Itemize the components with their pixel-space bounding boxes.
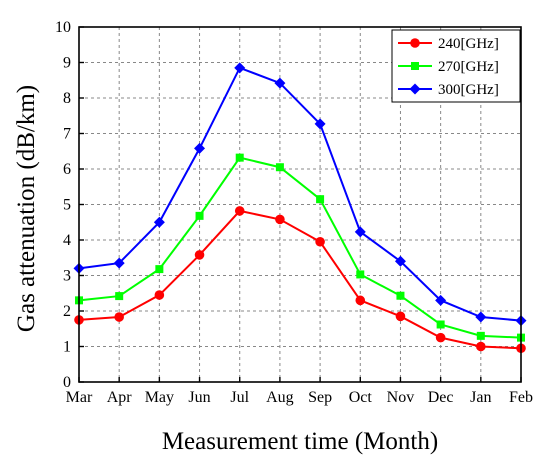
data-point — [395, 311, 406, 322]
data-point — [274, 77, 286, 89]
data-point — [354, 226, 366, 238]
x-tick-label: May — [145, 389, 174, 406]
data-point — [356, 270, 365, 279]
x-tick-label: Apr — [107, 389, 133, 406]
x-tick-label: Feb — [509, 389, 533, 406]
series-layer — [73, 62, 527, 354]
data-point — [355, 295, 366, 306]
y-tick-label: 10 — [55, 19, 71, 36]
data-point — [314, 118, 326, 130]
x-tick-label: Jul — [230, 389, 249, 406]
series-line — [78, 66, 522, 322]
legend: 240[GHz] 270[GHz] 300[GHz] — [391, 29, 521, 103]
legend-entry: 240[GHz] — [398, 36, 499, 52]
y-tick-label: 8 — [63, 90, 71, 107]
x-tick-label: Sep — [308, 389, 332, 406]
y-tick-label: 6 — [63, 161, 71, 178]
data-point — [234, 206, 245, 216]
data-point — [316, 195, 325, 204]
data-point — [396, 291, 405, 300]
x-tick-label: Dec — [428, 389, 454, 406]
y-tick-label: 3 — [63, 268, 71, 285]
legend-marker — [411, 62, 419, 70]
data-point — [154, 290, 165, 300]
data-point — [115, 292, 124, 301]
data-point — [475, 311, 487, 323]
series-line — [78, 209, 522, 350]
y-axis-title: Gas attenuation (dB/km) — [13, 85, 40, 332]
legend-marker — [409, 83, 421, 95]
legend-entry: 300[GHz] — [398, 82, 499, 98]
legend-label: 300[GHz] — [438, 82, 499, 98]
x-tick-label: Nov — [387, 389, 415, 406]
y-tick-label: 1 — [63, 339, 71, 356]
axis-ticks: Mar Apr May Jun Jul Aug Sep Oct Nov Dec Jan Feb 0 1 2 3… — [55, 19, 533, 406]
data-point — [394, 255, 406, 267]
x-axis-title: Measurement time (Month) — [162, 428, 438, 455]
x-tick-label: Jan — [470, 389, 491, 406]
data-point — [476, 331, 485, 340]
data-point — [155, 265, 164, 274]
data-point — [114, 312, 124, 322]
x-tick-label: Oct — [349, 389, 373, 406]
y-tick-label: 2 — [63, 303, 71, 320]
y-tick-label: 5 — [63, 197, 71, 214]
data-point — [315, 236, 325, 247]
series-3 — [73, 62, 527, 327]
data-point — [113, 257, 125, 269]
x-tick-label: Jun — [188, 389, 210, 406]
data-point — [436, 320, 445, 329]
legend-label: 240[GHz] — [438, 36, 499, 52]
data-point — [195, 211, 204, 220]
data-point — [435, 332, 446, 343]
series-2 — [75, 153, 525, 342]
data-point — [435, 294, 447, 306]
x-tick-label: Mar — [66, 389, 93, 406]
legend-entry: 270[GHz] — [398, 59, 499, 75]
series-1 — [74, 206, 526, 354]
legend-label: 270[GHz] — [438, 59, 499, 75]
y-tick-label: 9 — [63, 55, 71, 72]
data-point — [476, 341, 486, 352]
y-tick-label: 4 — [63, 232, 71, 249]
data-point — [194, 142, 206, 154]
data-point — [234, 62, 246, 74]
data-point — [275, 214, 285, 225]
y-tick-label: 0 — [63, 374, 71, 391]
x-tick-label: Aug — [266, 389, 294, 406]
series-line — [78, 156, 522, 339]
data-point — [153, 216, 165, 228]
y-tick-label: 7 — [63, 126, 71, 143]
data-point — [194, 250, 205, 260]
legend-marker — [410, 38, 420, 48]
data-point — [275, 163, 284, 172]
data-point — [235, 153, 244, 162]
